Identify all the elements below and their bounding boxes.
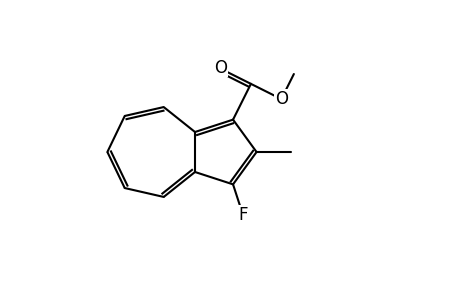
Text: O: O <box>274 90 287 108</box>
Text: O: O <box>213 59 227 77</box>
Text: F: F <box>238 206 248 224</box>
